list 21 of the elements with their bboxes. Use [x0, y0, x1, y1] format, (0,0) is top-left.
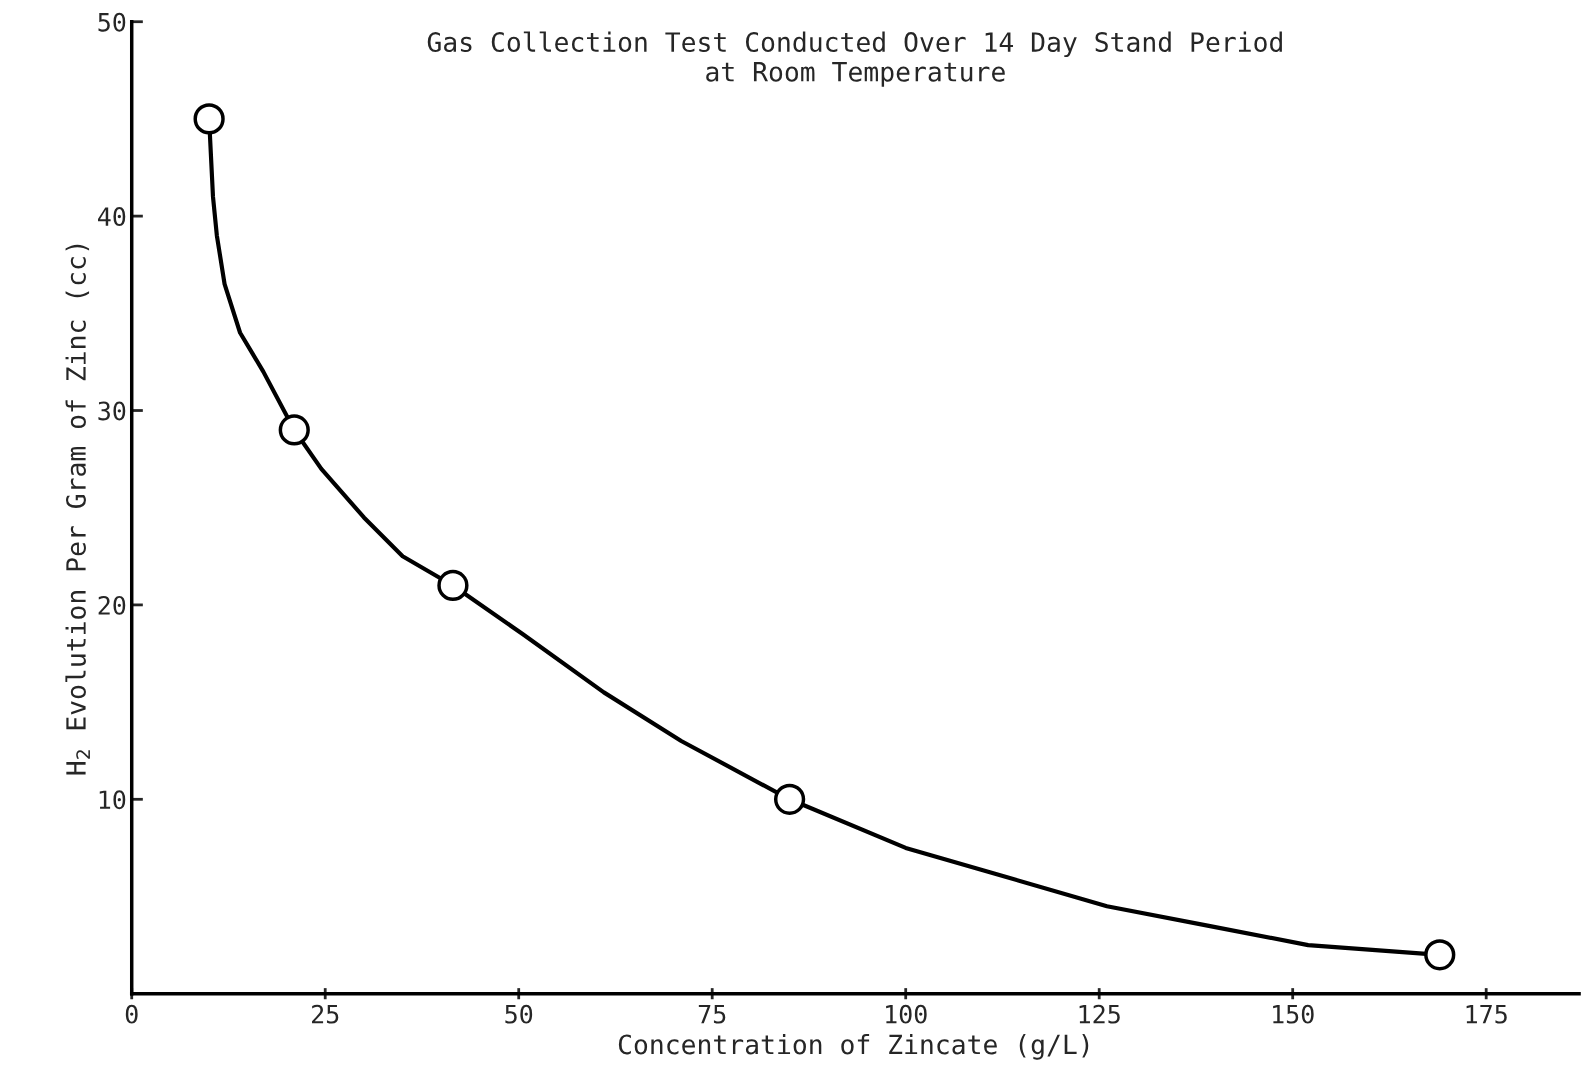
x-tick-label: 175	[1466, 1005, 1507, 1024]
text: Gas Collection Test Conducted Over 14 Day Stand Period at Room Temperature	[427, 31, 1282, 87]
x-tick-label: 50	[505, 1004, 533, 1024]
y-tick-label: 50	[98, 12, 126, 32]
y-tick-label: 30	[98, 401, 126, 421]
x-tick-label: 0	[125, 1004, 138, 1024]
y-tick-label: 20	[98, 595, 126, 615]
point	[437, 569, 469, 602]
x-tick-label: 150	[1273, 1004, 1314, 1024]
x-tick-label: 25	[312, 1004, 339, 1024]
point	[1424, 939, 1456, 971]
y-tick-label: 10	[99, 790, 126, 810]
point	[278, 414, 310, 446]
point	[773, 783, 806, 815]
x-tick-label: 100	[886, 1004, 927, 1024]
y-axis-title: H$_{2}$ Evolution Per Gram of Zinc (cc)	[65, 244, 90, 775]
y-tick-label: 40	[98, 207, 126, 227]
x-tick-label: 75	[698, 1005, 726, 1024]
x-axis-title: Concentration of Zincate (g/L)	[618, 1033, 1089, 1060]
point	[193, 103, 225, 135]
x-tick-label: 125	[1079, 1004, 1120, 1024]
